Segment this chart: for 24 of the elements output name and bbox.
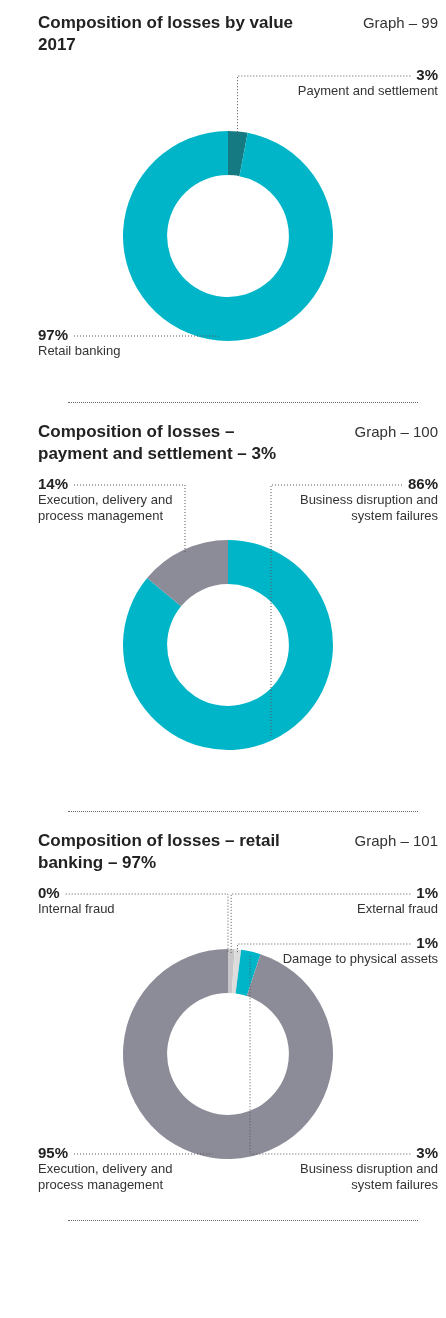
slice-label: Damage to physical assets xyxy=(281,951,438,967)
data-label: 95% xyxy=(38,1144,70,1161)
data-label: 1% xyxy=(415,884,438,901)
category-label: Internal fraud xyxy=(38,901,115,916)
text: 0% xyxy=(38,884,60,901)
data-label: 86% xyxy=(406,475,438,492)
slice-label: Execution, delivery and process management xyxy=(38,492,174,524)
data-label: 1% xyxy=(415,934,438,951)
slice-label: Payment and settlement xyxy=(296,83,438,99)
data-label: 3% xyxy=(415,1144,438,1161)
slice-label: Retail banking xyxy=(38,343,122,359)
slice-label: Business disruption and system failures xyxy=(298,492,438,524)
data-label: 3% xyxy=(415,66,438,83)
chart-title: Composition of losses by value 2017 xyxy=(38,12,295,56)
slice-label: Business disruption and system failures xyxy=(298,1161,438,1193)
text: Graph – 100 xyxy=(354,422,438,442)
slice-label: Execution, delivery and process management xyxy=(38,1161,174,1193)
data-label: 97% xyxy=(38,326,70,343)
text: Graph – 99 xyxy=(362,13,438,33)
data-label: 14% xyxy=(38,475,70,492)
slice-label: External fraud xyxy=(356,901,438,917)
chart-title: Composition of losses – retail banking – 97% xyxy=(38,830,281,874)
chart-title: Composition of losses – payment and settlement – 3% xyxy=(38,421,278,465)
text: Graph – 101 xyxy=(354,831,438,851)
